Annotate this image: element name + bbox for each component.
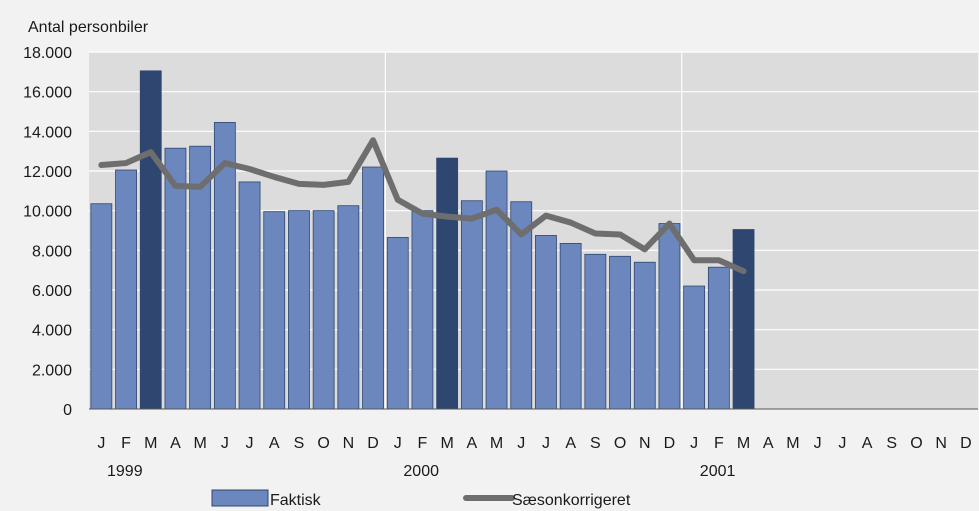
bar: [411, 210, 434, 410]
year-dividers: [384, 52, 683, 409]
x-tick-label: D: [960, 435, 972, 452]
x-tick-label: N: [639, 435, 651, 452]
x-tick-label: M: [440, 435, 453, 452]
bar: [460, 200, 483, 410]
x-tick-label: O: [910, 435, 922, 452]
legend: Faktisk Sæsonkorrigeret: [211, 489, 631, 509]
y-tick-label: 10.000: [23, 204, 72, 221]
y-tick-label: 14.000: [23, 124, 72, 141]
x-tick-label: O: [614, 435, 626, 452]
x-tick-label: A: [170, 435, 181, 452]
year-label: 1999: [107, 463, 143, 480]
x-tick-label: D: [664, 435, 676, 452]
bar: [362, 166, 384, 410]
x-tick-label: F: [714, 435, 724, 452]
x-tick-label: N: [343, 435, 355, 452]
legend-label-saesonkorrigeret: Sæsonkorrigeret: [512, 492, 631, 509]
x-tick-label: M: [786, 435, 799, 452]
bar: [139, 70, 162, 410]
y-axis-title: Antal personbiler: [28, 19, 149, 36]
y-tick-label: 16.000: [23, 85, 72, 102]
x-tick-label: J: [690, 435, 698, 452]
plot-area: [89, 52, 978, 409]
x-tick-label: S: [294, 435, 305, 452]
x-tick-label: F: [418, 435, 428, 452]
y-ticks: 0 2.000 4.000 6.000 8.000 10.000 12.000 14.000 1…: [23, 45, 72, 419]
grid-lines: [89, 51, 978, 370]
x-tick-label: A: [269, 435, 280, 452]
x-tick-label: M: [144, 435, 157, 452]
x-tick-label: J: [246, 435, 254, 452]
year-label: 2001: [700, 463, 736, 480]
y-tick-label: 6.000: [32, 283, 72, 300]
y-tick-label: 2.000: [32, 362, 72, 379]
bar: [386, 237, 409, 410]
x-tick-label: J: [542, 435, 550, 452]
bar: [436, 157, 459, 410]
x-tick-label: S: [590, 435, 601, 452]
year-label: 2000: [403, 463, 439, 480]
x-tick-label: S: [886, 435, 897, 452]
x-tick-label: J: [517, 435, 525, 452]
bar: [683, 285, 706, 410]
x-tick-label: F: [121, 435, 131, 452]
x-tick-label: M: [193, 435, 206, 452]
x-tick-label: O: [317, 435, 329, 452]
bar: [732, 229, 755, 410]
x-tick-label: A: [862, 435, 873, 452]
bar: [584, 253, 607, 410]
y-tick-label: 0: [63, 402, 72, 419]
x-tick-label: J: [97, 435, 105, 452]
bar: [337, 205, 360, 410]
bar: [238, 181, 261, 410]
bar: [609, 255, 631, 410]
bar: [288, 210, 310, 410]
y-tick-label: 8.000: [32, 243, 72, 260]
x-tick-label: M: [490, 435, 503, 452]
bar: [707, 266, 730, 410]
x-tick-label: D: [367, 435, 379, 452]
legend-swatch-faktisk: [211, 489, 269, 507]
line-series: [98, 137, 747, 275]
x-tick-label: J: [814, 435, 822, 452]
x-tick-label: A: [467, 435, 478, 452]
bar: [633, 261, 656, 410]
bar: [535, 235, 557, 410]
bar: [559, 242, 582, 410]
bar: [90, 203, 113, 410]
year-labels: 1999 2000 2001: [107, 463, 735, 480]
y-tick-label: 4.000: [32, 323, 72, 340]
x-tick-label: J: [221, 435, 229, 452]
series-line: [98, 137, 747, 275]
legend-label-faktisk: Faktisk: [270, 492, 322, 509]
x-tick-label: A: [763, 435, 774, 452]
x-tick-label: N: [935, 435, 947, 452]
x-tick-label: A: [565, 435, 576, 452]
bar: [263, 211, 286, 410]
bar: [658, 223, 681, 410]
x-tick-label: M: [737, 435, 750, 452]
bar: [115, 169, 137, 410]
x-tick-label: J: [838, 435, 846, 452]
bar: [312, 210, 335, 410]
x-tick-label: J: [394, 435, 402, 452]
y-tick-label: 12.000: [23, 164, 72, 181]
y-tick-label: 18.000: [23, 45, 72, 62]
